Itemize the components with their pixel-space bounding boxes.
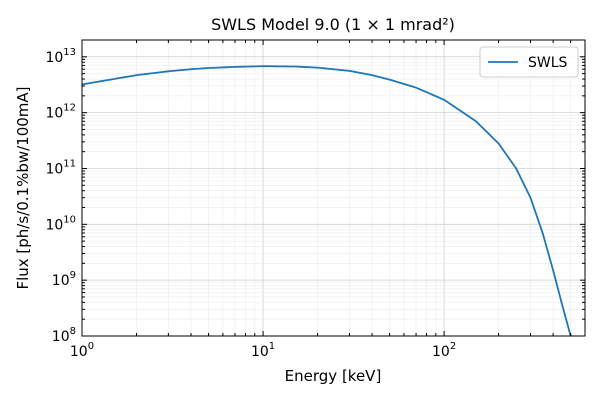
- chart-title: SWLS Model 9.0 (1 × 1 mrad²): [211, 15, 455, 34]
- ticks: [81, 39, 586, 337]
- y-axis-label: Flux [ph/s/0.1%bw/100mA]: [14, 86, 32, 289]
- legend-label: SWLS: [528, 55, 568, 71]
- y-tick-label: 1010: [45, 214, 76, 233]
- y-tick-label: 1011: [45, 158, 76, 177]
- grid: [81, 39, 586, 337]
- series-line-swls: [81, 65, 572, 337]
- y-tick-label: 1013: [45, 47, 76, 66]
- legend: SWLS: [479, 46, 579, 78]
- x-axis-label: Energy [keV]: [285, 367, 382, 385]
- y-tick-label: 108: [52, 326, 76, 345]
- series-layer: [81, 65, 572, 337]
- plot-area-frame: [81, 39, 586, 337]
- y-tick-label: 1012: [45, 103, 76, 122]
- y-tick-label: 109: [52, 270, 76, 289]
- y-tick-labels: 108 109 1010 1011 1012 1013: [45, 47, 76, 345]
- legend-box: [479, 46, 579, 78]
